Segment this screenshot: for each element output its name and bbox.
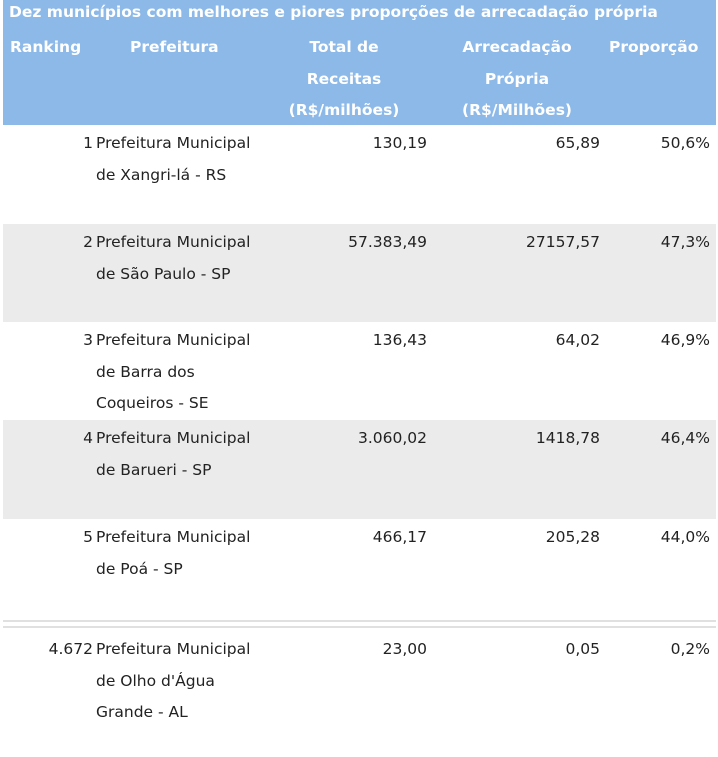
header-arrec-line2: Própria bbox=[484, 69, 550, 88]
prefeitura-cell: Prefeitura Municipal de Barueri - SP bbox=[96, 429, 251, 479]
total-receitas-cell: 466,17 bbox=[372, 528, 427, 546]
proporcao-cell: 47,3% bbox=[660, 233, 710, 251]
table-row: 4.672 Prefeitura Municipal de Olho d'Águ… bbox=[3, 631, 716, 756]
total-receitas-cell: 23,00 bbox=[382, 640, 427, 658]
table-row: 2 Prefeitura Municipal de São Paulo - SP… bbox=[3, 224, 716, 322]
arrecadacao-cell: 205,28 bbox=[545, 528, 600, 546]
rank-cell: 4.672 bbox=[48, 640, 93, 658]
rank-cell: 3 bbox=[83, 331, 93, 349]
total-receitas-cell: 136,43 bbox=[372, 331, 427, 349]
header-ranking: Ranking bbox=[10, 38, 82, 56]
prefeitura-cell: Prefeitura Municipal de Xangri-lá - RS bbox=[96, 134, 251, 184]
table-row: 4 Prefeitura Municipal de Barueri - SP 3… bbox=[3, 420, 716, 519]
arrecadacao-cell: 27157,57 bbox=[526, 233, 600, 251]
table-header: Ranking Prefeitura Total de Receitas (R$… bbox=[3, 24, 716, 125]
prefeitura-cell: Prefeitura Municipal de São Paulo - SP bbox=[96, 233, 251, 283]
table-row: 3 Prefeitura Municipal de Barra dos Coqu… bbox=[3, 322, 716, 420]
proporcao-cell: 0,2% bbox=[670, 640, 710, 658]
arrecadacao-cell: 65,89 bbox=[555, 134, 600, 152]
proporcao-cell: 46,9% bbox=[660, 331, 710, 349]
header-total-receitas: Total de Receitas (R$/milhões) bbox=[275, 32, 413, 127]
proporcao-cell: 50,6% bbox=[660, 134, 710, 152]
prefeitura-cell: Prefeitura Municipal de Olho d'Água Gran… bbox=[96, 640, 251, 721]
table-title: Dez municípios com melhores e piores pro… bbox=[3, 0, 716, 24]
proporcao-cell: 44,0% bbox=[660, 528, 710, 546]
rank-cell: 5 bbox=[83, 528, 93, 546]
header-arrec-line1: Arrecadação bbox=[462, 38, 572, 56]
prefeitura-cell: Prefeitura Municipal de Barra dos Coquei… bbox=[96, 331, 251, 412]
header-proporcao: Proporção bbox=[609, 38, 699, 56]
arrecadacao-cell: 1418,78 bbox=[535, 429, 600, 447]
total-receitas-cell: 57.383,49 bbox=[348, 233, 427, 251]
header-arrecadacao-propria: Arrecadação Própria (R$/Milhões) bbox=[443, 32, 591, 127]
arrecadacao-cell: 64,02 bbox=[555, 331, 600, 349]
arrecadacao-cell: 0,05 bbox=[565, 640, 600, 658]
header-prefeitura: Prefeitura bbox=[130, 38, 219, 56]
rank-cell: 2 bbox=[83, 233, 93, 251]
total-receitas-cell: 130,19 bbox=[372, 134, 427, 152]
header-total-line1: Total de bbox=[309, 38, 379, 56]
rank-cell: 1 bbox=[83, 134, 93, 152]
section-divider bbox=[3, 620, 716, 628]
table-row: 5 Prefeitura Municipal de Poá - SP 466,1… bbox=[3, 519, 716, 617]
total-receitas-cell: 3.060,02 bbox=[357, 429, 427, 447]
proporcao-cell: 46,4% bbox=[660, 429, 710, 447]
header-arrec-line3: (R$/Milhões) bbox=[461, 101, 573, 119]
header-total-line3: (R$/milhões) bbox=[288, 101, 400, 119]
table-row: 1 Prefeitura Municipal de Xangri-lá - RS… bbox=[3, 125, 716, 224]
municipalities-table: Dez municípios com melhores e piores pro… bbox=[3, 0, 716, 756]
prefeitura-cell: Prefeitura Municipal de Poá - SP bbox=[96, 528, 251, 578]
rank-cell: 4 bbox=[83, 429, 93, 447]
header-total-line2: Receitas bbox=[306, 69, 382, 88]
